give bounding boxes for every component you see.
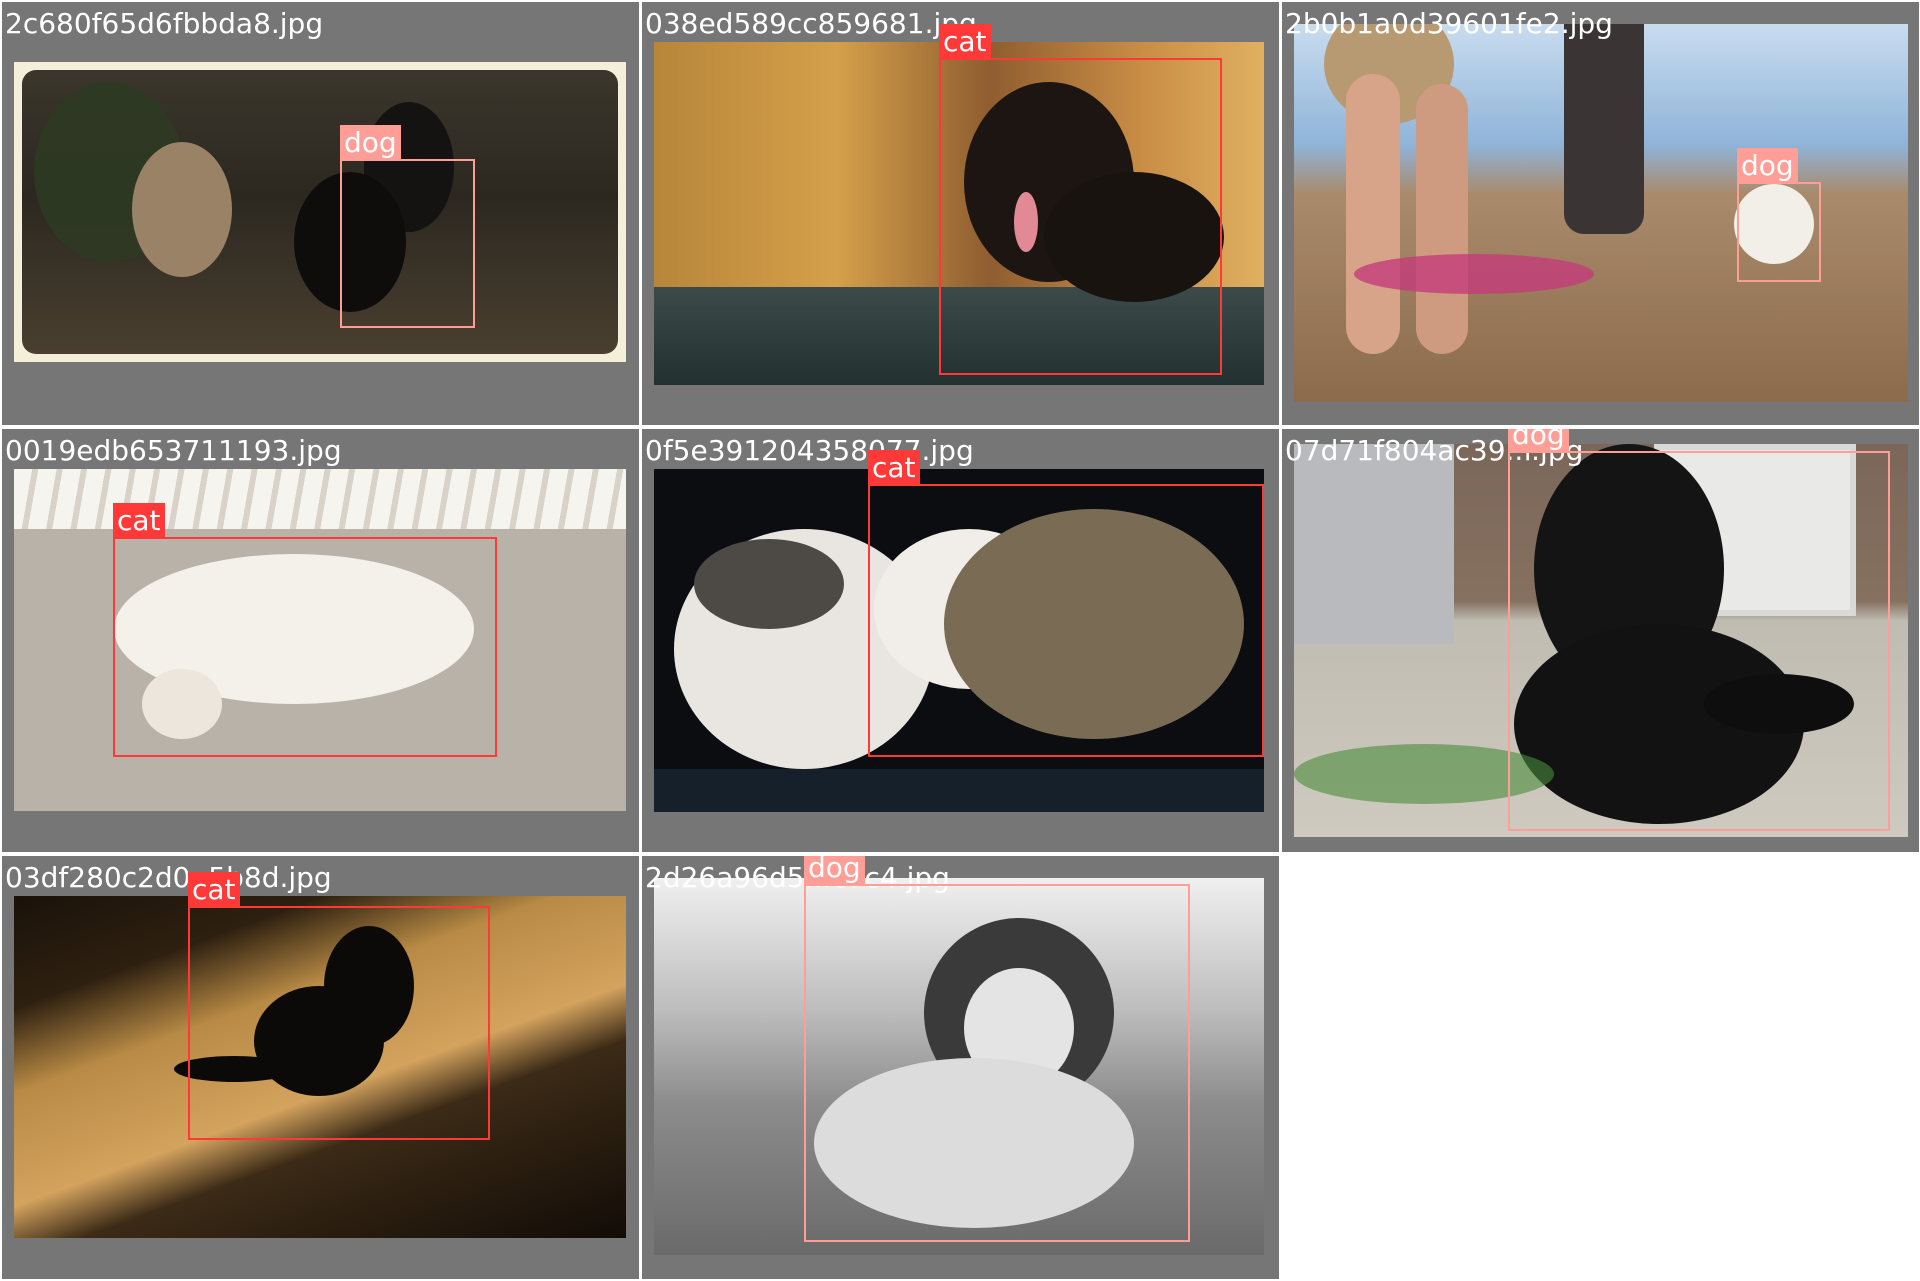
image-filename: 2b0b1a0d39601fe2.jpg bbox=[1285, 7, 1613, 40]
image-filename: 03df280c2d0..5b8d.jpg bbox=[5, 861, 332, 894]
image-tile[interactable]: 07d71f804ac39..f.jpg dog bbox=[1282, 429, 1919, 852]
image-tile[interactable]: 03df280c2d0..5b8d.jpg cat bbox=[2, 856, 639, 1279]
image-tile[interactable]: 2d26a96d5...c7c4.jpg dog bbox=[642, 856, 1279, 1279]
photo bbox=[1294, 24, 1908, 402]
detection-box[interactable]: dog bbox=[804, 856, 1190, 1242]
image-filename: 038ed589cc859681.jpg bbox=[645, 7, 977, 40]
photo bbox=[14, 469, 626, 811]
detection-box[interactable]: cat bbox=[113, 503, 497, 757]
detection-box[interactable]: cat bbox=[939, 24, 1222, 375]
detection-box[interactable]: dog bbox=[1737, 148, 1821, 282]
photo bbox=[14, 62, 626, 362]
photo bbox=[14, 896, 626, 1238]
detection-label: dog bbox=[804, 856, 865, 886]
photo bbox=[1294, 444, 1908, 837]
detection-label: cat bbox=[188, 872, 240, 908]
image-filename: 2d26a96d5...c7c4.jpg bbox=[645, 861, 950, 894]
image-tile[interactable]: 0f5e391204358077.jpg cat bbox=[642, 429, 1279, 852]
photo bbox=[654, 878, 1264, 1255]
detection-label: cat bbox=[939, 24, 991, 60]
detection-box[interactable]: cat bbox=[188, 872, 490, 1140]
detection-label: dog bbox=[1508, 429, 1569, 453]
image-tile[interactable]: 2c680f65d6fbbda8.jpg dog bbox=[2, 2, 639, 425]
detection-box[interactable]: cat bbox=[868, 450, 1264, 757]
detection-label: cat bbox=[113, 503, 165, 539]
photo bbox=[654, 469, 1264, 812]
image-tile[interactable]: 038ed589cc859681.jpg cat bbox=[642, 2, 1279, 425]
detection-box[interactable]: dog bbox=[340, 125, 475, 328]
detection-label: dog bbox=[340, 125, 401, 161]
detection-label: cat bbox=[868, 450, 920, 486]
detection-box[interactable]: dog bbox=[1508, 429, 1890, 831]
image-filename: 0019edb653711193.jpg bbox=[5, 434, 342, 467]
photo bbox=[654, 42, 1264, 385]
image-tile[interactable]: 0019edb653711193.jpg cat bbox=[2, 429, 639, 852]
detection-label: dog bbox=[1737, 148, 1798, 184]
image-tile[interactable]: 2b0b1a0d39601fe2.jpg dog bbox=[1282, 2, 1919, 425]
image-filename: 2c680f65d6fbbda8.jpg bbox=[5, 7, 324, 40]
image-filename: 0f5e391204358077.jpg bbox=[645, 434, 974, 467]
